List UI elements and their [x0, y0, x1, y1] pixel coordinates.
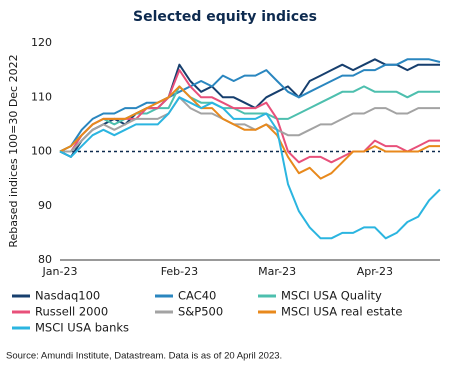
legend-label: S&P500	[178, 305, 223, 319]
legend-label: CAC40	[178, 289, 216, 303]
series-line	[59, 96, 441, 240]
source-note: Source: Amundi Institute, Datastream. Da…	[6, 351, 282, 362]
y-axis-label: Rebased indices 100=30 Dec 2022	[7, 54, 20, 247]
series-line	[59, 58, 440, 158]
x-tick-label: Apr-23	[357, 265, 393, 278]
x-tick-label: Feb-23	[161, 265, 198, 278]
y-tick-label: 80	[38, 253, 52, 266]
chart-title: Selected equity indices	[133, 9, 317, 25]
series-line	[59, 85, 440, 180]
x-tick-label: Jan-23	[42, 265, 78, 278]
legend-label: Nasdaq100	[35, 289, 100, 303]
y-tick-label: 110	[31, 90, 52, 103]
series-line	[59, 58, 441, 153]
legend-label: MSCI USA banks	[35, 321, 129, 335]
y-tick-label: 120	[31, 36, 52, 49]
y-tick-label: 90	[38, 199, 52, 212]
y-tick-label: 100	[31, 145, 52, 158]
legend-label: Russell 2000	[35, 305, 108, 319]
series-line	[60, 69, 440, 164]
series-line	[60, 96, 440, 153]
legend-label: MSCI USA real estate	[281, 305, 402, 319]
legend-label: MSCI USA Quality	[281, 289, 382, 303]
x-tick-label: Mar-23	[258, 265, 296, 278]
